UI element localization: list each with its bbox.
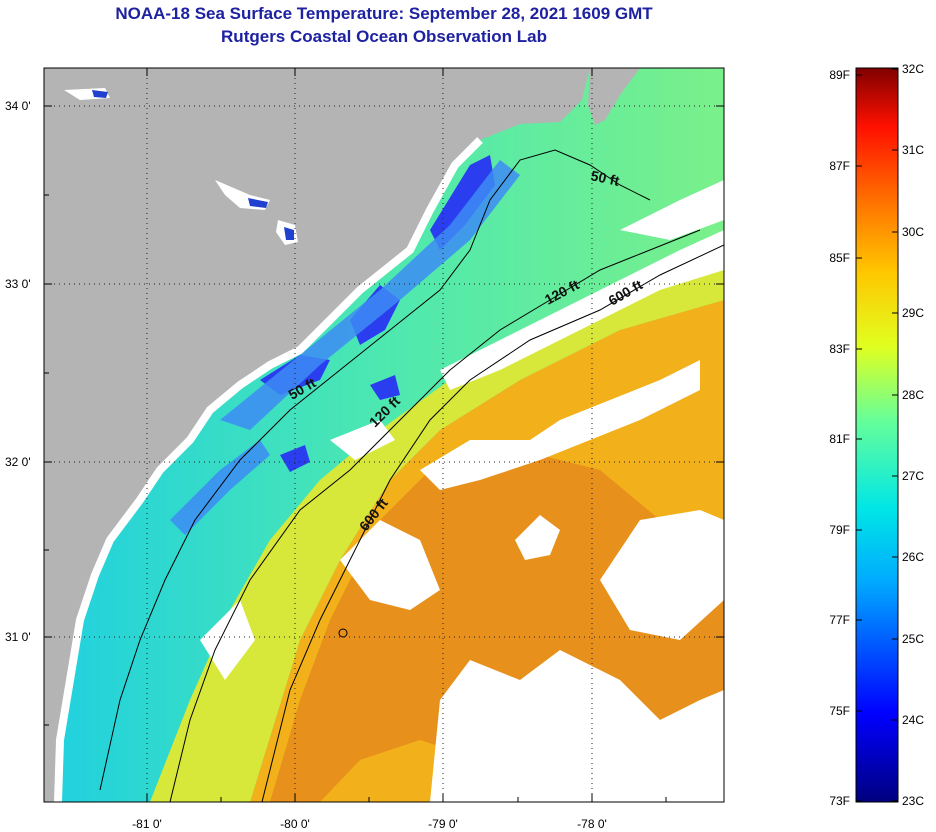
lon-label-78: -78 0' [577, 817, 607, 831]
colorbar-c-28: 28C [902, 388, 924, 402]
lon-label-80: -80 0' [280, 817, 310, 831]
colorbar-c-30: 30C [902, 225, 924, 239]
cape-land [588, 68, 640, 125]
colorbar-gradient [855, 67, 899, 803]
colorbar-c-24: 24C [902, 713, 924, 727]
graticule [44, 68, 724, 802]
colorbar-f-81: 81F [829, 432, 850, 446]
cloud-masks [200, 180, 724, 802]
colorbar-f-75: 75F [829, 704, 850, 718]
map-area: 50 ft 50 ft 120 ft 120 ft 600 ft 600 ft [44, 68, 724, 802]
axis-ticks [44, 68, 724, 802]
colorbar-c-25: 25C [902, 632, 924, 646]
colorbar-f-79: 79F [829, 523, 850, 537]
inland-lakes [64, 88, 298, 245]
lat-label-34: 34 0' [5, 99, 31, 113]
colorbar-c-31: 31C [902, 143, 924, 157]
map-frame [43, 67, 725, 803]
temperature-colorbar: 89F 87F 85F 83F 81F 79F 77F 75F 73F 32C … [829, 62, 924, 808]
contour-seamount [338, 628, 348, 638]
land-mass [44, 68, 590, 802]
coastal-cloud-band [54, 137, 483, 802]
lon-label-79: -79 0' [428, 817, 458, 831]
colorbar-c-32: 32C [902, 62, 924, 76]
lon-label-81: -81 0' [132, 817, 162, 831]
colorbar-f-73: 73F [829, 794, 850, 808]
contour-600ft-line [261, 244, 724, 802]
contour-50ft-line [99, 149, 651, 791]
lat-label-33: 33 0' [5, 277, 31, 291]
map-title: NOAA-18 Sea Surface Temperature: Septemb… [115, 4, 653, 23]
colorbar-c-26: 26C [902, 550, 924, 564]
colorbar-f-83: 83F [829, 342, 850, 356]
yellow-shelf-band [150, 260, 724, 802]
lat-label-32: 32 0' [5, 455, 31, 469]
colorbar-f-77: 77F [829, 613, 850, 627]
contour-label-50ft-north: 50 ft [589, 167, 621, 189]
colorbar-f-85: 85F [829, 251, 850, 265]
colorbar-c-29: 29C [902, 306, 924, 320]
colorbar-c-23: 23C [902, 794, 924, 808]
colorbar-f-87: 87F [829, 159, 850, 173]
colorbar-ticks [856, 68, 898, 802]
contour-120ft-line [169, 229, 701, 802]
colorbar-c-27: 27C [902, 469, 924, 483]
cool-water-band [170, 160, 520, 535]
map-subtitle: Rutgers Coastal Ocean Observation Lab [221, 27, 547, 46]
colorbar-f-89: 89F [829, 68, 850, 82]
depth-contours [99, 149, 724, 802]
lat-label-31: 31 0' [5, 630, 31, 644]
